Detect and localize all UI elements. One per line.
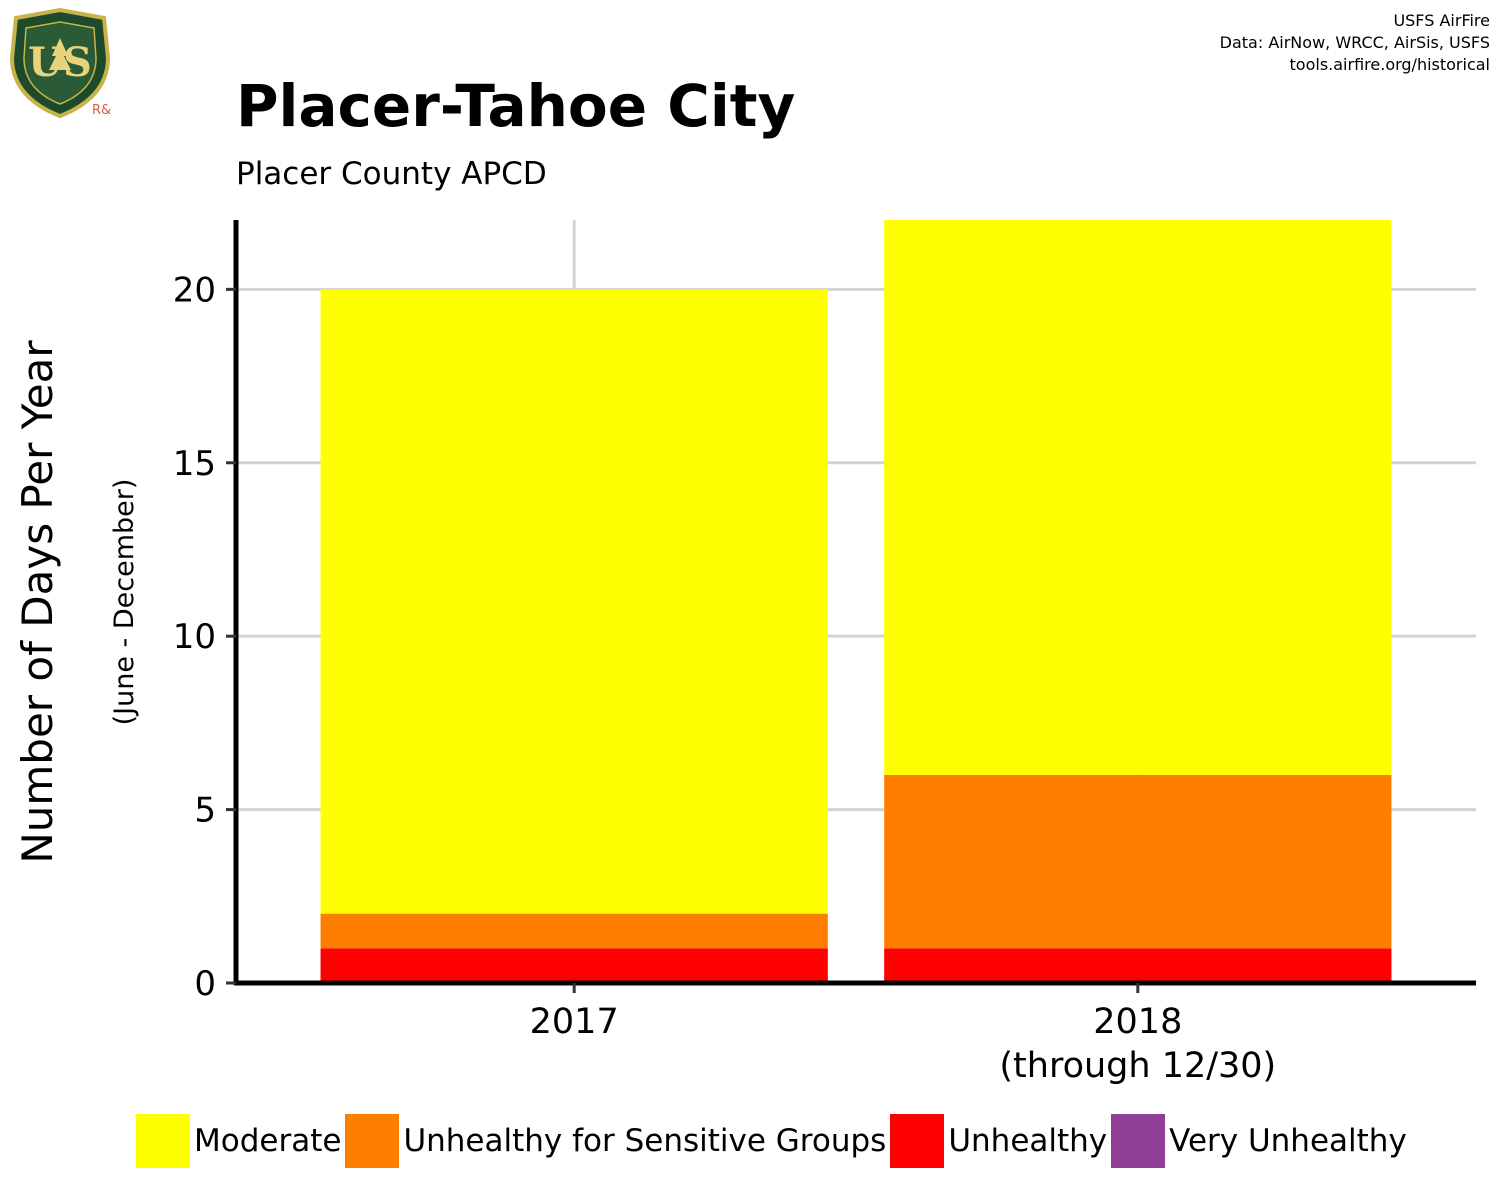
bar-segment	[884, 774, 1392, 949]
y-tick-label: 20	[173, 270, 216, 310]
y-axis-subtitle: (June - December)	[109, 479, 140, 726]
legend-label: Unhealthy	[948, 1123, 1108, 1159]
y-tick-label: 5	[194, 791, 216, 831]
legend-item: Unhealthy for Sensitive Groups	[345, 1114, 886, 1168]
x-tick-label: 2017	[530, 1002, 619, 1042]
credits: USFS AirFire Data: AirNow, WRCC, AirSis,…	[1220, 10, 1490, 76]
legend-label: Very Unhealthy	[1169, 1123, 1407, 1159]
legend: Moderate Unhealthy for Sensitive Groups Un…	[136, 1114, 1411, 1168]
chart-subtitle: Placer County APCD	[236, 156, 547, 192]
legend-item: Very Unhealthy	[1111, 1114, 1407, 1168]
legend-item: Unhealthy	[890, 1114, 1107, 1168]
legend-label: Moderate	[194, 1123, 342, 1159]
bar-segment	[320, 289, 828, 914]
legend-swatch	[136, 1114, 190, 1168]
credit-line: tools.airfire.org/historical	[1289, 55, 1490, 74]
legend-swatch	[1111, 1114, 1166, 1168]
credit-line: USFS AirFire	[1393, 11, 1490, 30]
x-tick-label: (through 12/30)	[999, 1046, 1276, 1086]
bar-segment	[884, 220, 1392, 775]
y-tick-label: 10	[173, 617, 216, 657]
y-tick-label: 0	[194, 964, 216, 1004]
y-axis-title: Number of Days Per Year	[13, 340, 62, 864]
chart-title: Placer-Tahoe City	[236, 72, 796, 140]
legend-item: Moderate	[136, 1114, 341, 1168]
bar-segment	[320, 948, 828, 983]
forest-service-logo: US R&D	[8, 7, 121, 120]
bar-segment	[884, 948, 1392, 983]
x-tick-label: 2018	[1093, 1002, 1182, 1042]
legend-swatch	[345, 1114, 400, 1168]
credit-line: Data: AirNow, WRCC, AirSis, USFS	[1219, 33, 1490, 52]
bar-segment	[320, 913, 828, 949]
y-tick-label: 15	[173, 444, 216, 484]
legend-swatch	[890, 1114, 945, 1168]
legend-label: Unhealthy for Sensitive Groups	[403, 1123, 887, 1159]
